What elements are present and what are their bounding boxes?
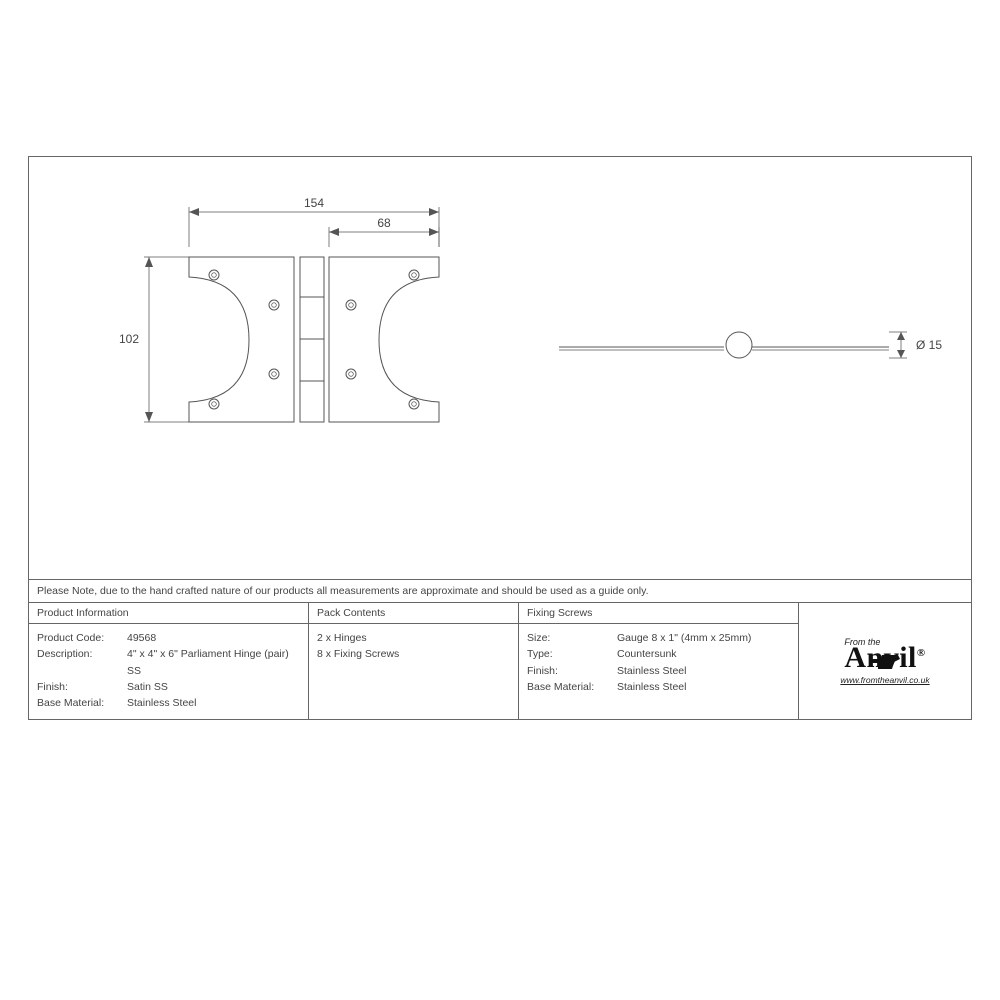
info-table: Product Information Product Code:49568 D… [29,603,971,719]
col-product-info: Product Information Product Code:49568 D… [29,603,309,719]
dim-width: 154 [304,196,324,210]
col-head-product: Product Information [29,603,308,624]
drawing-area: 154 68 102 [29,157,971,579]
col-body-screws: Size:Gauge 8 x 1" (4mm x 25mm) Type:Coun… [519,624,798,701]
dim-height: 102 [119,332,139,346]
anvil-icon [868,653,902,671]
col-logo: From the Anvil® www.fromtheanvil.co.uk [799,603,971,719]
col-head-screws: Fixing Screws [519,603,798,624]
col-head-pack: Pack Contents [309,603,518,624]
dim-diameter: Ø 15 [916,338,942,352]
col-pack-contents: Pack Contents 2 x Hinges 8 x Fixing Scre… [309,603,519,719]
brand-logo: From the Anvil® www.fromtheanvil.co.uk [799,603,971,719]
drawing-sheet: 154 68 102 [28,156,972,720]
logo-url: www.fromtheanvil.co.uk [840,675,929,685]
dim-inner: 68 [377,216,391,230]
col-body-product: Product Code:49568 Description:4" x 4" x… [29,624,308,717]
disclaimer-note: Please Note, due to the hand crafted nat… [29,579,971,603]
front-view: 154 68 102 [89,177,469,497]
col-fixing-screws: Fixing Screws Size:Gauge 8 x 1" (4mm x 2… [519,603,799,719]
top-view: Ø 15 [549,307,949,387]
col-body-pack: 2 x Hinges 8 x Fixing Screws [309,624,518,669]
